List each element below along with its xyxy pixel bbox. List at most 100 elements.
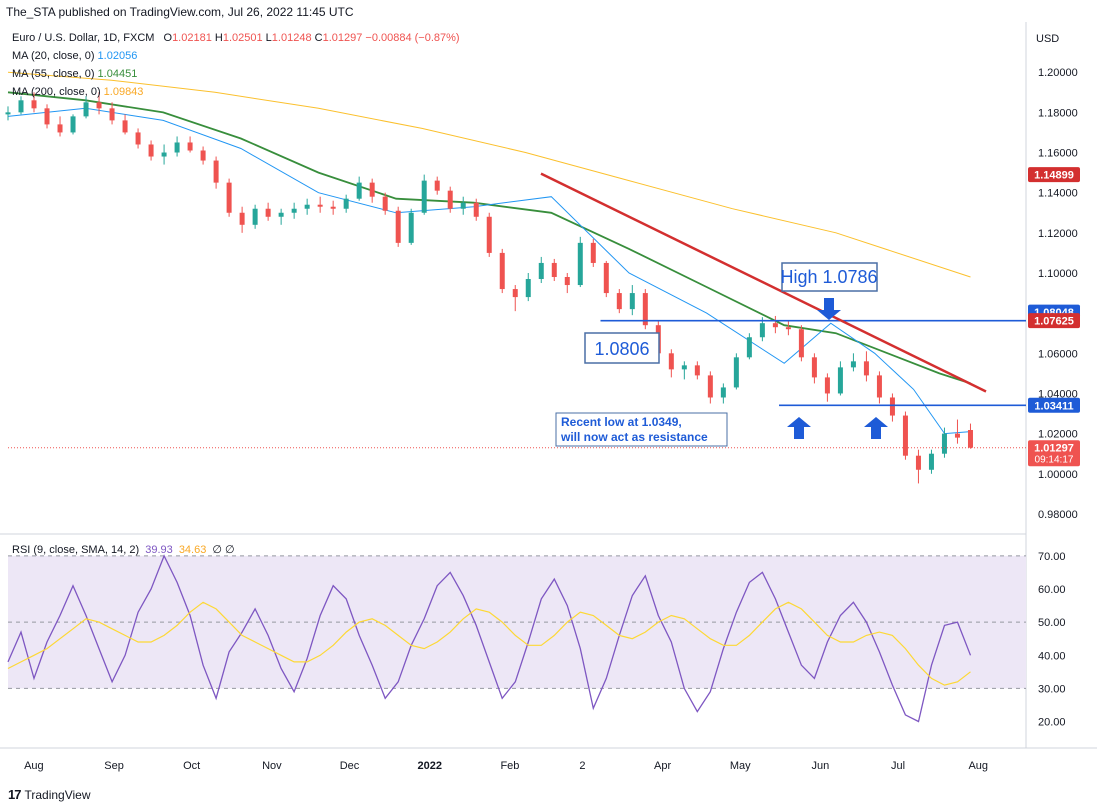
candle-body — [967, 430, 973, 448]
candle-body — [876, 375, 882, 398]
price-tick-label: 1.10000 — [1038, 268, 1078, 280]
high-value: 1.02501 — [222, 32, 263, 44]
time-tick-label: Apr — [654, 760, 671, 772]
candle-body — [551, 262, 557, 278]
candle-body — [811, 357, 817, 378]
trend-price-tag-bg — [1028, 167, 1080, 183]
rsi-band — [8, 555, 1026, 689]
candle-body — [317, 204, 323, 207]
tradingview-logo-icon: 17 — [8, 787, 22, 802]
high-label: H — [214, 32, 223, 44]
candle-body — [70, 116, 76, 133]
level-1-tag-bg — [1028, 313, 1080, 329]
candle-body — [863, 361, 869, 376]
note-box — [555, 412, 728, 447]
candle-body — [590, 242, 596, 263]
candle-body — [304, 204, 310, 209]
candle-body — [603, 262, 609, 294]
close-label: C — [314, 32, 323, 44]
candle-body — [434, 180, 440, 191]
last-price-tag: 1.01297 — [1034, 443, 1074, 455]
ma20-legend[interactable]: MA (20, close, 0) 1.02056 — [12, 50, 137, 62]
rsi-series — [7, 554, 972, 723]
ma20-series — [7, 107, 971, 435]
ma-line — [7, 91, 971, 385]
candle-body — [343, 198, 349, 209]
candle-body — [720, 387, 726, 398]
candle-body — [668, 353, 674, 370]
price-tick-label: 1.18000 — [1038, 107, 1078, 119]
candle-body — [213, 160, 219, 183]
candle-body — [148, 144, 154, 157]
high-label-box — [781, 262, 878, 292]
time-tick-label: 2 — [579, 760, 585, 772]
candle-body — [96, 102, 102, 109]
close-value: 1.01297 — [322, 32, 363, 44]
time-tick-label: 2022 — [417, 760, 441, 772]
candle-body — [395, 210, 401, 243]
candle-body — [135, 132, 141, 145]
ma200-legend[interactable]: MA (200, close, 0) 1.09843 — [12, 86, 143, 98]
rsi-legend[interactable]: RSI (9, close, SMA, 14, 2) 39.93 34.63 ∅… — [12, 543, 235, 556]
candle-body — [629, 293, 635, 310]
candle-body — [408, 212, 414, 243]
candle-body — [187, 142, 193, 151]
candle-body — [707, 375, 713, 398]
time-tick-label: Feb — [500, 760, 519, 772]
candle-body — [356, 182, 362, 199]
candle-body — [57, 124, 63, 133]
candle-body — [18, 100, 24, 113]
candle-body — [538, 262, 544, 280]
level-1-tag: 1.07625 — [1034, 316, 1074, 328]
price-tick-label: 1.06000 — [1038, 348, 1078, 360]
candle-body — [772, 323, 778, 328]
candle-body — [278, 212, 284, 217]
candle-body — [5, 112, 11, 115]
tradingview-footer[interactable]: 17 TradingView — [8, 787, 91, 802]
price-tick-label: 0.98000 — [1038, 509, 1078, 521]
level-2-tag: 1.03411 — [1034, 400, 1073, 412]
candle-body — [252, 208, 258, 225]
resistance-trendline — [540, 172, 987, 393]
ma-line — [7, 71, 971, 278]
rsi-value: 39.93 — [145, 544, 173, 556]
ma20-value: 1.02056 — [97, 50, 138, 62]
ma55-value: 1.04451 — [97, 68, 138, 80]
candle-body — [447, 190, 453, 209]
candle-body — [369, 182, 375, 197]
symbol-legend[interactable]: Euro / U.S. Dollar, 1D, FXCM O1.02181 H1… — [12, 32, 460, 44]
rsi-tick-label: 20.00 — [1038, 717, 1066, 729]
note-line-2: will now act as resistance — [560, 430, 708, 444]
arrow-down-icon — [817, 298, 841, 320]
candle-body — [746, 337, 752, 358]
price-tick-label: 1.12000 — [1038, 228, 1078, 240]
candle-body — [265, 208, 271, 217]
symbol-name: Euro / U.S. Dollar, 1D, FXCM — [12, 32, 155, 44]
candle-body — [941, 433, 947, 454]
axes: 1.20000 1.18000 1.16000 1.14000 1.12000 1.100… — [24, 33, 1078, 772]
candle-body — [577, 242, 583, 286]
candle-body — [239, 212, 245, 225]
price-tick-label: 1.00000 — [1038, 469, 1078, 481]
ma200-series — [7, 71, 971, 278]
ma55-label: MA (55, close, 0) — [12, 68, 95, 80]
rsi-sma-line — [7, 601, 971, 686]
open-value: 1.02181 — [172, 32, 212, 44]
candle-body — [759, 323, 765, 338]
last-price-tag-countdown: 09:14:17 — [1035, 455, 1074, 466]
arrow-up-icon — [864, 417, 888, 439]
rsi-extra: ∅ ∅ — [212, 544, 235, 556]
low-label: L — [265, 32, 272, 44]
candle-body — [486, 216, 492, 253]
time-tick-label: May — [730, 760, 751, 772]
candle-body — [642, 293, 648, 326]
arrow-up-icon — [787, 417, 811, 439]
trendline — [540, 172, 987, 393]
candle-body — [824, 377, 830, 394]
candle-body — [174, 142, 180, 153]
ma55-legend[interactable]: MA (55, close, 0) 1.04451 — [12, 68, 137, 80]
time-tick-label: Oct — [183, 760, 200, 772]
horizontal-levels — [8, 319, 1026, 449]
ma200-value: 1.09843 — [103, 86, 144, 98]
